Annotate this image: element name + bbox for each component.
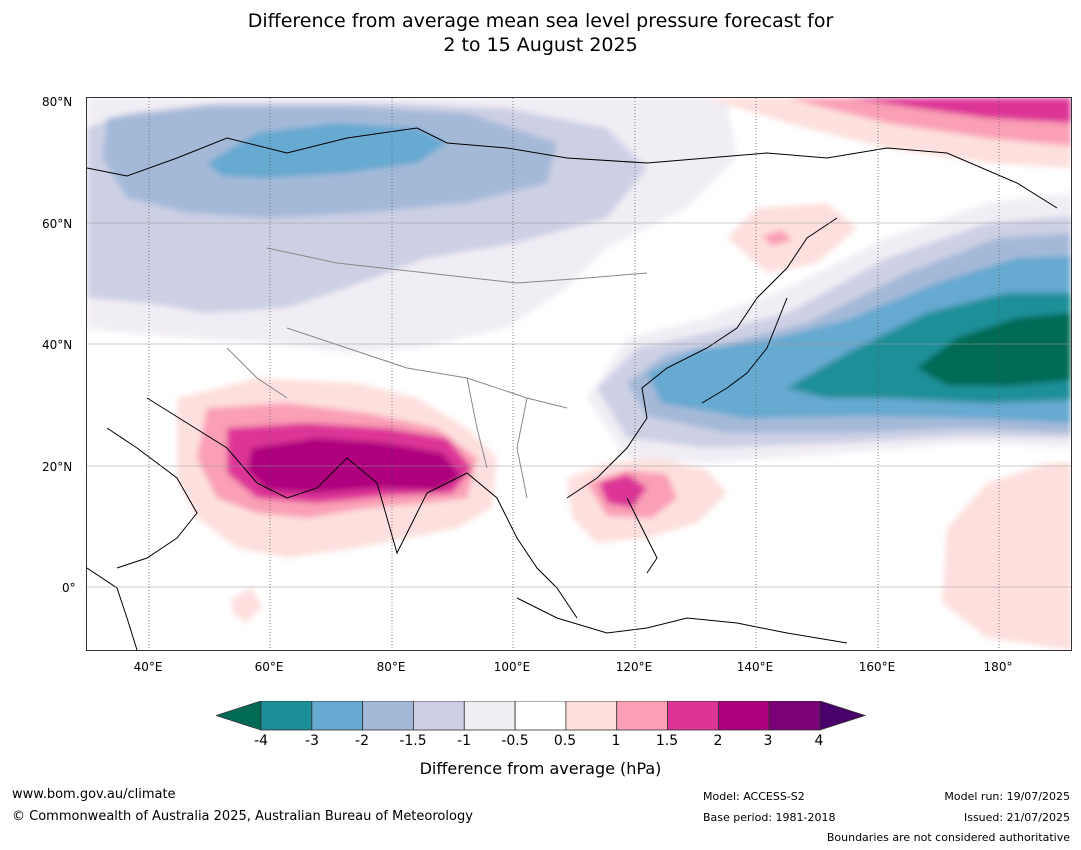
lon-label-60e: 60°E bbox=[254, 660, 284, 674]
colorbar-cell--3_-2 bbox=[311, 701, 364, 731]
anomaly-region-pos-southasia-4 bbox=[247, 438, 462, 493]
colorbar-tick: -1.5 bbox=[399, 733, 427, 749]
lon-label-80e: 80°E bbox=[376, 660, 406, 674]
colorbar-tick: -0.5 bbox=[501, 733, 529, 749]
anomaly-region-neg-eurasia-3 bbox=[207, 123, 447, 178]
map-title-line2: 2 to 15 August 2025 bbox=[443, 34, 638, 56]
lon-label-100e: 100°E bbox=[493, 660, 531, 674]
border-lines bbox=[226, 247, 648, 499]
colorbar-tick: 0.5 bbox=[553, 733, 577, 749]
colorbar-cell--2_-1.5 bbox=[362, 701, 414, 731]
footer-copyright: © Commonwealth of Australia 2025, Austra… bbox=[12, 809, 473, 824]
footer-model-run: Model run: 19/07/2025 bbox=[944, 790, 1070, 803]
coastline-arabia bbox=[106, 427, 198, 569]
anomaly-region-pos-okhotsk-2 bbox=[762, 230, 792, 246]
colorbar-cell-0.5_1 bbox=[565, 701, 618, 731]
colorbar-cell--1_-0.5 bbox=[463, 701, 516, 731]
colorbar-tick: -2 bbox=[355, 733, 369, 749]
colorbar-cell-1_1.5 bbox=[616, 701, 668, 731]
colorbar-cell--0.5_0.5 bbox=[514, 701, 567, 731]
anomaly-region-pos-arctic-3 bbox=[847, 98, 1071, 123]
lon-label-160e: 160°E bbox=[858, 660, 896, 674]
colorbar-cell-3_4 bbox=[768, 701, 821, 731]
footer-issued: Issued: 21/07/2025 bbox=[963, 811, 1070, 824]
coastline-philippines bbox=[626, 497, 658, 574]
colorbar-tick: 1.5 bbox=[655, 733, 679, 749]
colorbar-cell--4_-3 bbox=[260, 701, 313, 731]
map-title-line1: Difference from average mean sea level p… bbox=[247, 10, 834, 32]
lat-label-60n: 60°N bbox=[42, 217, 73, 231]
footer-boundaries-note: Boundaries are not considered authoritat… bbox=[826, 831, 1070, 844]
coastline-east-asia bbox=[566, 217, 838, 499]
colorbar-tick: 4 bbox=[814, 733, 824, 749]
lon-label-40e: 40°E bbox=[133, 660, 163, 674]
coastline-arctic bbox=[87, 127, 1058, 209]
lon-label-120e: 120°E bbox=[615, 660, 653, 674]
footer-model: Model: ACCESS-S2 bbox=[703, 790, 805, 803]
anomaly-region-pos-indianocean bbox=[232, 588, 262, 623]
coastline-indonesia bbox=[516, 597, 848, 644]
anomaly-region-pos-centralpacific bbox=[942, 463, 1071, 650]
lon-label-180: 180° bbox=[983, 660, 1013, 674]
lat-label-20n: 20°N bbox=[42, 460, 73, 474]
colorbar-tick: 2 bbox=[713, 733, 723, 749]
anomaly-region-neg-pacific-5 bbox=[917, 313, 1071, 386]
footer-url[interactable]: www.bom.gov.au/climate bbox=[12, 787, 176, 802]
colorbar-cell--1.5_-1 bbox=[413, 701, 465, 731]
colorbar-tick: -4 bbox=[254, 733, 268, 749]
lat-label-40n: 40°N bbox=[42, 338, 73, 352]
colorbar-tick: -3 bbox=[305, 733, 319, 749]
colorbar-label: Difference from average (hPa) bbox=[419, 759, 662, 778]
colorbar-extend-high bbox=[819, 701, 866, 731]
colorbar-tick: 3 bbox=[763, 733, 773, 749]
colorbar-tick: -1 bbox=[457, 733, 471, 749]
anomaly-region-pos-okhotsk-1 bbox=[727, 203, 857, 273]
colorbar-cell-2_3 bbox=[717, 701, 770, 731]
colorbar-tick: 1 bbox=[611, 733, 621, 749]
lon-label-140e: 140°E bbox=[736, 660, 774, 674]
coastline-africa bbox=[87, 567, 138, 650]
colorbar-extend-low bbox=[216, 701, 262, 731]
colorbar-cell-1.5_2 bbox=[667, 701, 719, 731]
pressure-anomaly-map bbox=[86, 97, 1072, 651]
lat-label-equator: 0° bbox=[62, 581, 76, 595]
footer-base-period: Base period: 1981-2018 bbox=[703, 811, 836, 824]
lat-label-80n: 80°N bbox=[42, 95, 73, 109]
coastline-south-asia bbox=[146, 397, 578, 619]
colorbar bbox=[216, 701, 866, 731]
coastline-japan bbox=[701, 297, 788, 404]
